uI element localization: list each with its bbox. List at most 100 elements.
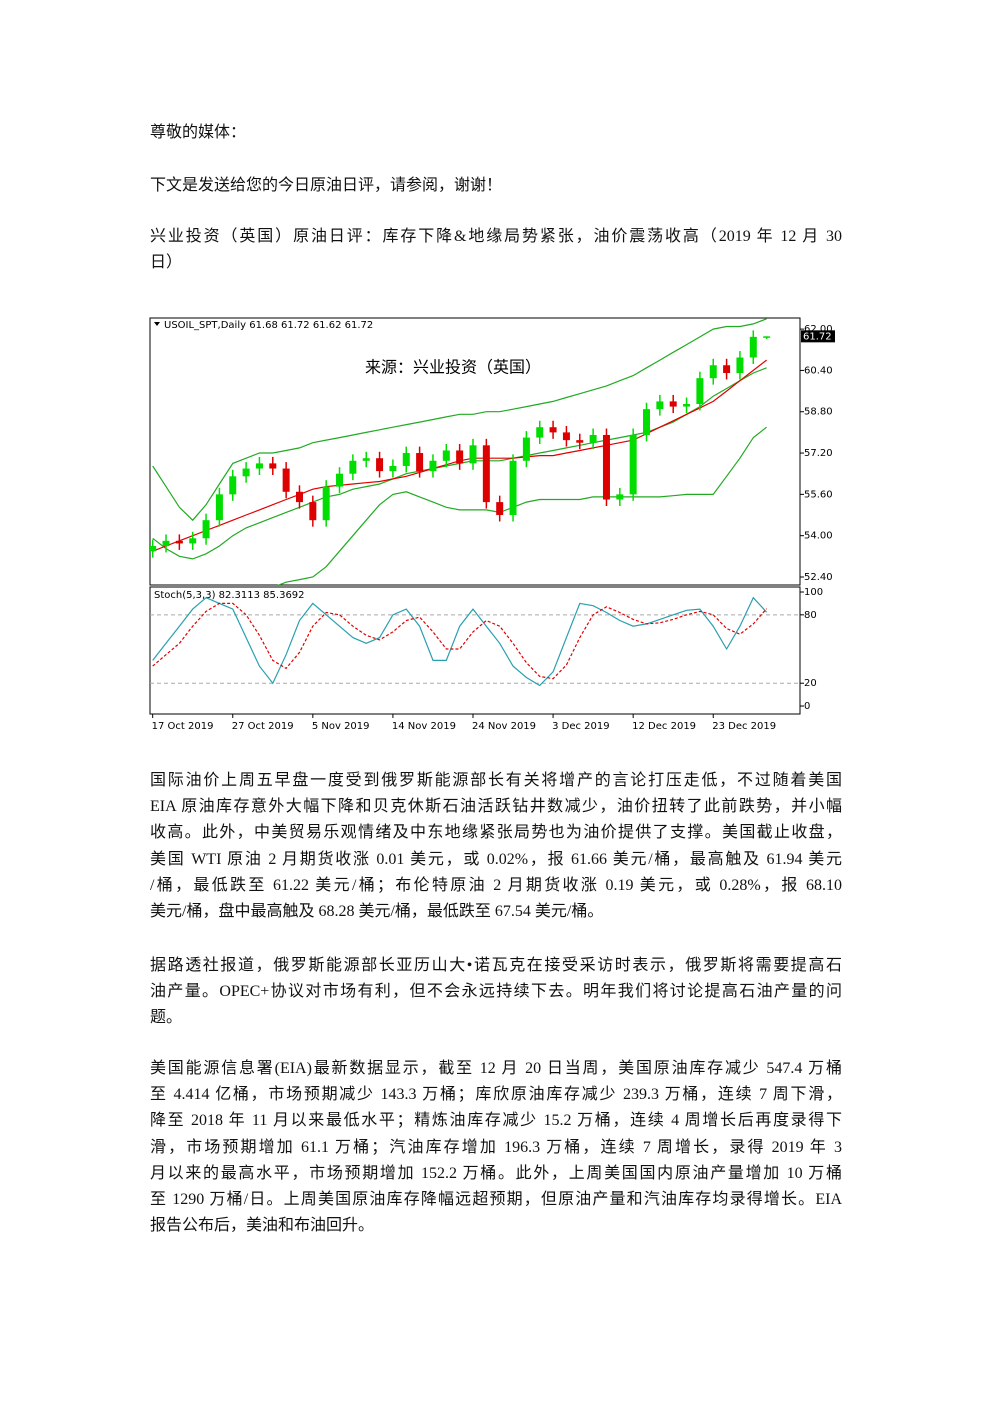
x-tick-label: 24 Nov 2019 (472, 721, 536, 732)
headline-line: 兴业投资（英国）原油日评：库存下降&地缘局势紧张，油价震荡收高（2019 年 1… (150, 228, 842, 245)
candle-body (482, 445, 490, 503)
paragraph-line: 报告公布后，美油和布油回升。 (150, 1217, 375, 1235)
x-tick-label: 5 Nov 2019 (312, 721, 370, 732)
x-tick-label: 17 Oct 2019 (152, 721, 214, 732)
paragraph-line: 美国能源信息署(EIA)最新数据显示，截至 12 月 20 日当周，美国原油库存… (150, 1060, 842, 1077)
paragraph-line: /桶，最低跌至 61.22 美元/桶；布伦特原油 2 月期货收涨 0.19 美元… (150, 876, 842, 894)
menu-arrow (154, 322, 160, 326)
candle-body (576, 440, 584, 443)
candle-body (589, 434, 597, 443)
y-tick-label: 60.40 (804, 365, 833, 376)
y-tick-label: 55.60 (804, 489, 833, 500)
candle-body (602, 434, 610, 500)
candle-body (189, 538, 197, 544)
y-tick-label: 57.20 (804, 448, 833, 459)
y-tick-label: 20 (804, 678, 817, 689)
candle-body (389, 465, 397, 472)
candle-body (162, 540, 170, 547)
price-plot (150, 318, 771, 585)
y-tick-label: 58.80 (804, 407, 833, 418)
y-tick-label: 62.00 (804, 324, 833, 335)
paragraph-line: 美国 WTI 原油 2 月期货收涨 0.01 美元，或 0.02%，报 61.6… (150, 850, 842, 868)
indicator-line (152, 318, 767, 522)
candle-body (496, 502, 504, 516)
stoch-panel (149, 586, 801, 715)
intro: 下文是发送给您的今日原油日评，请参阅，谢谢！ (150, 177, 503, 194)
candle-body (669, 401, 677, 407)
chart: USOIL_SPT,Daily 61.68 61.72 61.62 61.72 … (149, 317, 835, 732)
paragraph-line: 收高。此外，中美贸易乐观情绪及中东地缘紧张局势也为油价提供了支撑。美国截止收盘， (150, 824, 842, 842)
paragraph-line: 降至 2018 年 11 月以来最低水平；精炼油库存减少 15.2 万桶，连续 … (150, 1112, 842, 1130)
candle-body (429, 460, 437, 472)
y-tick-label: 0 (804, 701, 810, 712)
candle-body (629, 434, 637, 495)
y-tick-label: 54.00 (804, 531, 833, 542)
y-tick-label: 80 (804, 610, 817, 621)
candle-body (763, 336, 771, 338)
candle-body (749, 336, 757, 358)
candle-body (202, 520, 210, 539)
paragraph-line: 国际油价上周五早盘一度受到俄罗斯能源部长有关将增产的言论打压走低，不过随着美国 (150, 772, 842, 789)
candle-body (269, 463, 277, 469)
x-tick-label: 23 Dec 2019 (712, 721, 776, 732)
candle-body (322, 486, 330, 521)
paragraph-line: 题。 (150, 1009, 183, 1027)
candle-body (656, 401, 664, 410)
paragraph-line: 美元/桶，盘中最高触及 68.28 美元/桶，最低跌至 67.54 美元/桶。 (150, 903, 604, 920)
stoch-plot (150, 596, 800, 687)
headline-line: 日） (150, 254, 183, 271)
candle-body (723, 365, 731, 374)
candle-body (255, 463, 263, 469)
candle-body (469, 445, 477, 464)
x-tick-label: 3 Dec 2019 (552, 721, 610, 732)
greeting: 尊敬的媒体： (150, 124, 247, 141)
candle-body (309, 502, 317, 521)
candle-body (295, 491, 303, 503)
candle-body (175, 540, 183, 544)
candle-body (402, 453, 410, 466)
candle-body (376, 458, 384, 472)
candle-body (229, 476, 237, 495)
candle-body (416, 453, 424, 472)
price-label: 61.72 (803, 331, 832, 342)
candle-body (536, 427, 544, 438)
indicator-line (277, 426, 767, 585)
chart-header: USOIL_SPT,Daily 61.68 61.72 61.62 61.72 (164, 320, 373, 331)
y-tick-label: 100 (804, 587, 823, 598)
paragraph-line: 至 1290 万桶/日。上周美国原油库存降幅远超预期，但原油产量和汽油库存均录得… (150, 1191, 842, 1208)
candle-body (150, 546, 157, 552)
x-tick-label: 27 Oct 2019 (232, 721, 294, 732)
paragraph-line: 油产量。OPEC+协议对市场有利，但不会永远持续下去。明年我们将讨论提高石油产量… (150, 983, 842, 1001)
candle-body (336, 473, 344, 487)
candle-body (549, 427, 557, 433)
candle-body (242, 468, 250, 477)
candle-body (696, 378, 704, 404)
candle-body (643, 409, 651, 435)
y-tick-label: 52.40 (804, 572, 833, 583)
x-tick-label: 12 Dec 2019 (632, 721, 696, 732)
price-label-box (801, 330, 835, 343)
candle-body (349, 460, 357, 474)
candle-body (736, 357, 744, 374)
candle-body (709, 365, 717, 379)
candle-body (522, 437, 530, 461)
paragraph-line: 滑，市场预期增加 61.1 万桶；汽油库存增加 196.3 万桶，连续 7 周增… (150, 1138, 842, 1156)
paragraph-line: 据路透社报道，俄罗斯能源部长亚历山大•诺瓦克在接受采访时表示，俄罗斯将需要提高石 (150, 957, 842, 974)
stoch-label: Stoch(5,3,3) 82.3113 85.3692 (154, 590, 305, 601)
paragraph-line: 月以来的最高水平，市场预期增加 152.2 万桶。此外，上周美国国内原油产量增加… (150, 1164, 842, 1182)
candle-body (282, 468, 290, 492)
candle-body (215, 494, 223, 521)
paragraph-line: 至 4.414 亿桶，市场预期减少 143.3 万桶；库欣原油库存减少 239.… (150, 1086, 842, 1104)
candle-body (683, 403, 691, 407)
watermark: 来源：兴业投资（英国） (365, 358, 541, 377)
candle-body (442, 450, 450, 461)
x-tick-label: 14 Nov 2019 (392, 721, 456, 732)
candle-body (509, 460, 517, 516)
candle-body (562, 432, 570, 441)
candle-body (456, 450, 464, 464)
indicator-line (152, 596, 768, 687)
paragraph-line: EIA 原油库存意外大幅下降和贝克休斯石油活跃钻井数减少，油价扭转了此前跌势，并… (150, 798, 842, 816)
candle-body (362, 458, 370, 461)
candle-body (616, 494, 624, 500)
